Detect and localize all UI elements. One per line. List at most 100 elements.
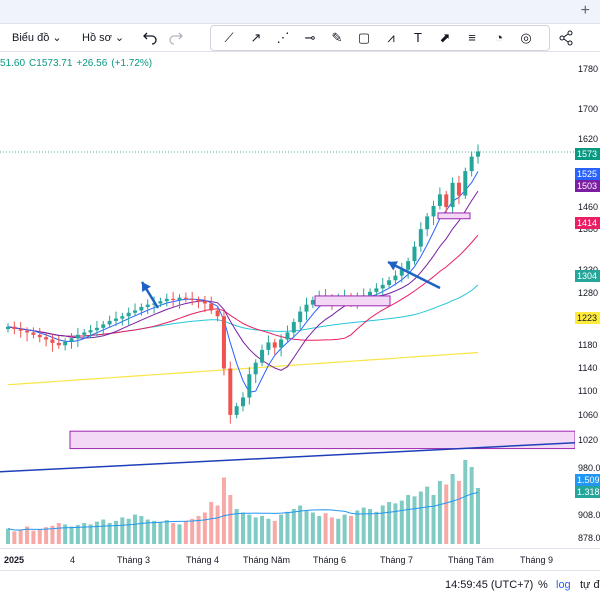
consolidation-zone (314, 295, 391, 307)
candle-body (183, 297, 188, 299)
price-chart[interactable] (0, 52, 575, 548)
time-axis-label: Tháng 3 (117, 555, 151, 565)
candle-body (469, 156, 474, 172)
time-axis-label: Tháng 9 (520, 555, 554, 565)
candle-body (190, 298, 195, 300)
long-position-icon[interactable]: ≡ (468, 30, 476, 45)
candle-body (399, 269, 404, 276)
volume-bar (247, 514, 252, 544)
price-axis-label: 908.0 (578, 510, 600, 520)
price-axis-label: 1620 (578, 134, 599, 144)
volume-bar (425, 486, 430, 544)
volume-bar (463, 460, 468, 544)
candle-body (374, 288, 379, 292)
volume-bar (12, 531, 17, 544)
candle-body (196, 300, 201, 302)
redo-icon[interactable] (166, 28, 186, 48)
profile-menu[interactable]: Hồ sơ ⌄ (82, 28, 124, 48)
share-icon[interactable] (556, 28, 576, 48)
window-top-bar: + (0, 0, 600, 24)
volume-bar (177, 524, 182, 544)
profile-label: Hồ sơ (82, 32, 112, 44)
brush-icon[interactable]: ✎ (331, 30, 343, 45)
candle-body (215, 310, 220, 317)
horizontal-line-icon[interactable]: ⊸ (304, 30, 316, 45)
candle-body (107, 320, 112, 325)
percent-toggle[interactable]: % (538, 579, 548, 591)
price-axis[interactable]: 1780170016201540146013801330128011801140… (575, 52, 600, 548)
candle-body (266, 342, 271, 350)
clock-time: 14:59:45 (UTC+7) (445, 579, 534, 591)
chart-type-menu[interactable]: Biểu đồ ⌄ (12, 28, 62, 48)
candle-body (221, 316, 226, 369)
candle-body (444, 194, 449, 208)
volume-bar (31, 530, 36, 544)
candle-body (285, 332, 290, 340)
volume-bar (171, 523, 176, 544)
candle-body (152, 303, 157, 305)
price-tag: 1525 (575, 168, 600, 180)
candle-body (310, 300, 315, 305)
candle-body (139, 306, 144, 311)
volume-bar (113, 520, 118, 544)
volume-bar (412, 496, 417, 544)
volume-bar (304, 510, 309, 544)
quote-prev: 51.60 (0, 58, 26, 69)
pattern-icon[interactable]: ⩘ (387, 30, 395, 45)
undo-icon[interactable] (140, 28, 160, 48)
price-tag: 1414 (575, 217, 600, 229)
candle-body (69, 338, 74, 342)
volume-bar (361, 507, 366, 544)
candle-body (387, 280, 392, 285)
time-axis-label: Tháng 6 (313, 555, 347, 565)
annotation-arrow-head (142, 282, 151, 292)
volume-bar (431, 495, 436, 544)
volume-bar (476, 488, 480, 544)
fib-retracement-icon[interactable]: ◔ (495, 30, 503, 45)
pitchfork-icon[interactable]: ⋰ (276, 30, 290, 45)
target-icon[interactable]: ◎ (520, 30, 532, 45)
log-toggle[interactable]: log (556, 579, 571, 591)
price-tag: 1573 (575, 148, 600, 160)
price-tag: 1223 (575, 312, 600, 324)
volume-bar (120, 517, 125, 544)
candle-body (6, 326, 10, 330)
price-tag: 1503 (575, 180, 600, 192)
price-axis-label: 1460 (578, 202, 599, 212)
price-axis-label: 1180 (578, 340, 598, 350)
ray-icon[interactable]: ↗ (250, 30, 262, 45)
volume-bar (25, 526, 30, 544)
trend-line-icon[interactable]: ⟋ (224, 30, 234, 45)
volume-bar (310, 512, 315, 544)
time-axis-label: Tháng 7 (380, 555, 414, 565)
candle-body (260, 349, 265, 363)
volume-bar (6, 528, 10, 544)
price-axis-label: 878.0 (578, 533, 600, 543)
trend-line (0, 442, 575, 473)
auto-toggle[interactable]: tự độ (580, 579, 600, 591)
volume-bar (317, 516, 322, 544)
volume-bar (190, 518, 195, 544)
volume-bar (50, 525, 55, 544)
price-axis-label: 1100 (578, 386, 598, 396)
candle-body (171, 298, 176, 300)
add-tab-icon[interactable]: + (580, 2, 590, 19)
volume-bar (329, 517, 334, 544)
volume-bar (133, 514, 138, 544)
volume-bar (82, 523, 87, 544)
candle-body (272, 342, 277, 348)
volume-bar (139, 516, 144, 544)
text-icon[interactable]: T (414, 30, 422, 45)
candle-body (247, 374, 252, 398)
volume-bar (469, 467, 474, 544)
candle-body (37, 334, 42, 338)
volume-bar (209, 502, 214, 544)
time-axis-label: Tháng 4 (186, 555, 220, 565)
arrow-icon[interactable]: ⬈ (439, 30, 451, 45)
rectangle-icon[interactable]: ▢ (357, 30, 371, 45)
candle-body (202, 301, 207, 304)
time-axis[interactable]: 2025 4 Tháng 3 Tháng 4 Tháng Năm Tháng 6 Tháng… (0, 548, 600, 570)
candle-body (158, 301, 163, 304)
candle-body (44, 337, 49, 340)
bottom-bar: 14:59:45 (UTC+7) % log tự độ (0, 570, 600, 600)
